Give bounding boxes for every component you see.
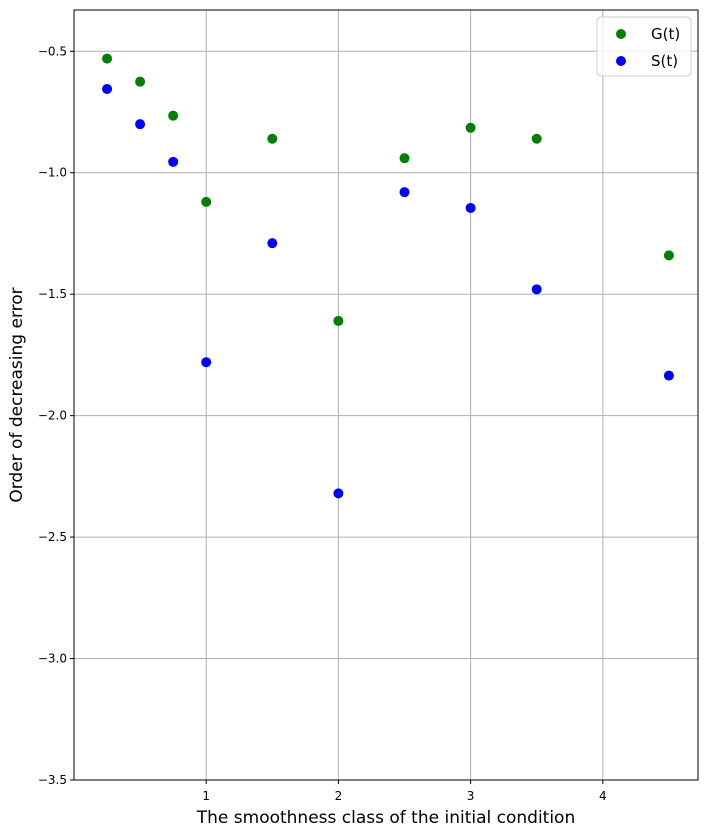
y-axis-ticks: −3.5 −3.0 −2.5 −2.0 −1.5 −1.0 −0.5	[38, 44, 74, 787]
data-point-g	[663, 250, 674, 261]
data-point-g	[333, 315, 344, 326]
data-point-g	[102, 53, 113, 64]
x-axis-label: The smoothness class of the initial cond…	[196, 808, 575, 828]
data-point-g	[465, 122, 476, 133]
data-point-s	[531, 284, 542, 295]
data-point-s	[399, 187, 410, 198]
x-tick-label: 3	[467, 789, 475, 803]
y-tick-label: −1.0	[38, 166, 67, 180]
data-point-g	[531, 133, 542, 144]
y-tick-label: −0.5	[38, 44, 67, 58]
data-point-s	[201, 357, 212, 368]
legend: G(t) S(t)	[596, 16, 692, 77]
y-tick-label: −3.0	[38, 652, 67, 666]
legend-marker-g	[616, 29, 626, 39]
data-point-g	[168, 110, 179, 121]
x-tick-label: 2	[335, 789, 343, 803]
data-point-g	[399, 153, 410, 164]
x-tick-label: 4	[599, 789, 607, 803]
x-axis-ticks: 1 2 3 4	[202, 780, 607, 803]
data-point-s	[168, 156, 179, 167]
x-tick-label: 1	[202, 789, 210, 803]
data-point-s	[663, 370, 674, 381]
grid	[74, 10, 698, 781]
legend-label-s: S(t)	[651, 52, 678, 70]
y-axis-label: Order of decreasing error	[7, 287, 27, 502]
y-tick-label: −2.5	[38, 530, 67, 544]
data-point-g	[267, 133, 278, 144]
data-point-s	[135, 119, 146, 130]
data-point-g	[135, 76, 146, 87]
data-points	[102, 53, 674, 499]
legend-marker-s	[616, 56, 626, 66]
legend-label-g: G(t)	[651, 25, 680, 43]
y-tick-label: −3.5	[38, 773, 67, 787]
data-point-s	[333, 488, 344, 499]
data-point-s	[465, 202, 476, 213]
y-tick-label: −2.0	[38, 409, 67, 423]
data-point-g	[201, 196, 212, 207]
data-point-s	[102, 83, 113, 94]
plot-frame	[73, 9, 699, 781]
y-tick-label: −1.5	[38, 287, 67, 301]
data-point-s	[267, 238, 278, 249]
